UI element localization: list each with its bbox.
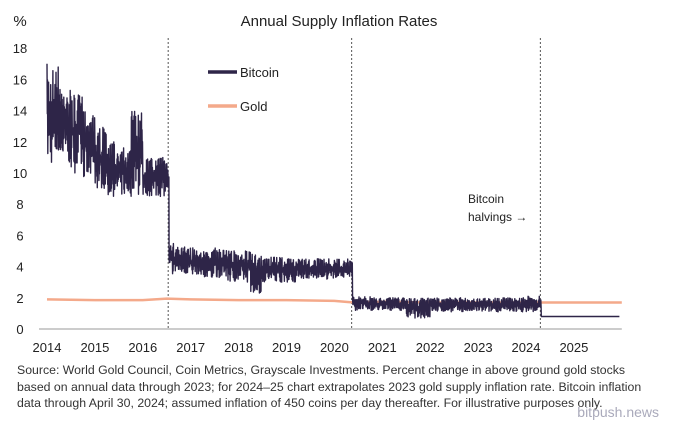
watermark: bitpush.news bbox=[577, 404, 659, 420]
chart: Annual Supply Inflation Rates % 0 2 4 6 8 10 1… bbox=[13, 13, 622, 355]
halving-annotation-2: halvings → bbox=[468, 210, 527, 224]
x-tick-label: 2015 bbox=[80, 340, 109, 355]
y-tick-label: 0 bbox=[16, 322, 23, 337]
x-tick-label: 2019 bbox=[272, 340, 301, 355]
y-tick-label: 4 bbox=[16, 260, 23, 275]
y-tick-label: 12 bbox=[13, 135, 27, 150]
x-tick-label: 2017 bbox=[176, 340, 205, 355]
y-tick-label: 10 bbox=[13, 166, 27, 181]
x-tick-label: 2016 bbox=[128, 340, 157, 355]
legend-label-bitcoin: Bitcoin bbox=[240, 65, 279, 80]
legend: Bitcoin Gold bbox=[208, 65, 279, 114]
legend-label-gold: Gold bbox=[240, 99, 267, 114]
chart-title: Annual Supply Inflation Rates bbox=[241, 13, 438, 30]
x-tick-label: 2018 bbox=[224, 340, 253, 355]
x-tick-label: 2020 bbox=[320, 340, 349, 355]
series-line-bitcoin bbox=[46, 63, 620, 319]
y-tick-label: 6 bbox=[16, 228, 23, 243]
x-tick-label: 2023 bbox=[464, 340, 493, 355]
x-tick-label: 2025 bbox=[559, 340, 588, 355]
y-axis-label: % bbox=[13, 13, 26, 30]
y-tick-label: 16 bbox=[13, 72, 27, 87]
y-tick-label: 2 bbox=[16, 291, 23, 306]
y-tick-label: 8 bbox=[16, 197, 23, 212]
x-tick-label: 2014 bbox=[33, 340, 62, 355]
source-note: Source: World Gold Council, Coin Metrics… bbox=[17, 363, 642, 410]
y-tick-label: 18 bbox=[13, 41, 27, 56]
x-tick-label: 2021 bbox=[368, 340, 397, 355]
x-tick-label: 2024 bbox=[512, 340, 541, 355]
halving-annotation-1: Bitcoin bbox=[468, 192, 504, 206]
y-tick-label: 14 bbox=[13, 104, 27, 119]
x-tick-label: 2022 bbox=[416, 340, 445, 355]
